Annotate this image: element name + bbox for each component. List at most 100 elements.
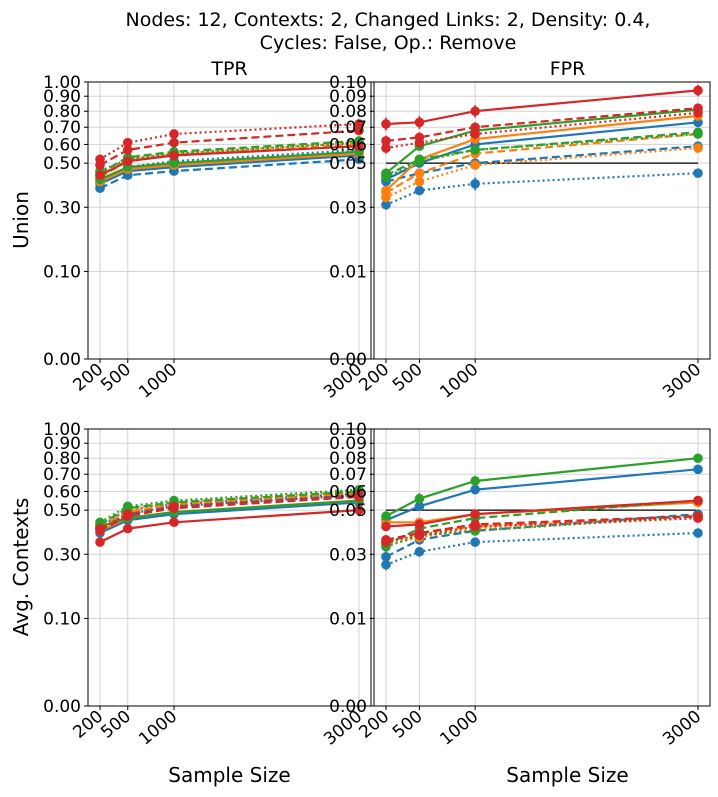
y-tick-label: 0.90 [43, 434, 81, 454]
series-line-red-dashed [99, 129, 360, 167]
data-point [381, 552, 391, 562]
y-tick-label: 0.03 [329, 545, 367, 565]
data-point [693, 168, 703, 178]
data-point [381, 559, 391, 570]
data-point [470, 509, 480, 519]
y-tick-label: 0.70 [43, 465, 81, 485]
x-tick-label: 3000 [659, 707, 705, 750]
row-label-avg-contexts: Avg. Contexts [9, 498, 33, 637]
data-point [354, 119, 364, 129]
data-point [693, 129, 703, 139]
series-line-green-solid [385, 457, 699, 518]
data-point [95, 537, 105, 547]
data-point [693, 85, 703, 96]
y-tick-label: 0.01 [329, 262, 367, 282]
panel-avg-contexts-fpr: 0.000.010.030.050.060.070.080.090.102005… [329, 420, 711, 750]
data-point [381, 143, 391, 153]
y-tick-label: 0.10 [43, 262, 81, 282]
y-tick-label: 0.00 [329, 697, 367, 717]
y-tick-label: 0.90 [43, 87, 81, 107]
series-line-red-solid [385, 89, 699, 126]
y-tick-label: 0.03 [329, 198, 367, 218]
series-line-orange-dashed [99, 492, 360, 528]
series-line-green-dotted [385, 132, 699, 179]
data-point [381, 511, 391, 521]
series-line-red-solid [385, 499, 699, 528]
y-tick-label: 0.10 [43, 609, 81, 629]
y-tick-label: 0.07 [329, 118, 367, 138]
data-point [95, 170, 105, 181]
data-point [470, 484, 480, 495]
data-point [169, 517, 179, 528]
data-point [693, 495, 703, 506]
y-tick-label: 0.80 [43, 449, 81, 469]
data-point [169, 129, 179, 139]
data-point [470, 476, 480, 486]
data-point [470, 106, 480, 117]
y-tick-label: 0.50 [43, 501, 81, 521]
y-tick-label: 0.00 [329, 350, 367, 370]
data-point [354, 505, 364, 515]
x-tick-label: 1000 [436, 707, 482, 750]
x-tick-label: 1000 [135, 360, 181, 403]
y-tick-label: 0.05 [329, 154, 367, 174]
data-point [354, 125, 364, 136]
data-point [693, 143, 703, 153]
series-line-orange-dotted [385, 146, 699, 199]
data-point [169, 158, 179, 168]
series-line-green-solid [99, 150, 360, 181]
series-line-blue-dashed [385, 145, 699, 183]
data-point [414, 530, 425, 541]
series-line-blue-solid [99, 501, 360, 534]
col-title-tpr: TPR [210, 58, 247, 80]
y-tick-label: 0.06 [329, 482, 367, 502]
data-point [414, 137, 425, 148]
series-line-red-solid [99, 509, 360, 544]
row-label-union: Union [9, 191, 33, 249]
x-tick-label: 500 [389, 707, 427, 743]
axes-frame [373, 81, 711, 360]
data-point [169, 150, 179, 161]
panel-avg-contexts-tpr: 0.000.100.300.500.600.700.800.901.002005… [43, 420, 372, 750]
panel-union-fpr: 0.000.010.030.050.060.070.080.090.102005… [329, 73, 711, 403]
y-tick-label: 0.50 [43, 154, 81, 174]
data-point [470, 129, 480, 139]
series-line-red-dotted [99, 122, 360, 161]
data-point [414, 185, 425, 196]
x-tick-label: 500 [97, 360, 135, 396]
y-tick-label: 1.00 [43, 420, 81, 440]
series-line-red-dashed [385, 515, 699, 541]
data-point [122, 145, 133, 155]
data-point [381, 521, 391, 532]
data-point [95, 523, 105, 534]
data-point [122, 156, 133, 166]
series-line-blue-solid [99, 154, 360, 185]
x-axis-label-left: Sample Size [168, 763, 290, 787]
data-point [354, 490, 364, 500]
y-tick-label: 0.00 [43, 697, 81, 717]
data-point [381, 537, 391, 547]
y-tick-label: 0.06 [329, 135, 367, 155]
y-tick-label: 0.30 [43, 198, 81, 218]
x-tick-label: 1000 [135, 707, 181, 750]
y-tick-label: 0.00 [43, 350, 81, 370]
y-tick-label: 0.60 [43, 135, 81, 155]
y-tick-label: 0.10 [329, 73, 367, 93]
y-tick-label: 0.08 [329, 102, 367, 122]
data-point [414, 493, 425, 504]
y-tick-label: 0.08 [329, 449, 367, 469]
data-point [354, 141, 364, 152]
figure-title-line2: Cycles: False, Op.: Remove [260, 32, 517, 54]
series-line-blue-dashed [385, 513, 699, 558]
x-axis-label-right: Sample Size [506, 763, 628, 787]
x-tick-label: 3000 [659, 360, 705, 403]
data-point [95, 154, 105, 165]
y-tick-label: 0.01 [329, 609, 367, 629]
data-point [122, 509, 133, 519]
data-point [470, 145, 480, 155]
y-tick-label: 0.09 [329, 434, 367, 454]
series-line-blue-dashed [99, 158, 360, 190]
data-point [169, 501, 179, 512]
data-point [381, 119, 391, 129]
data-point [414, 519, 425, 530]
